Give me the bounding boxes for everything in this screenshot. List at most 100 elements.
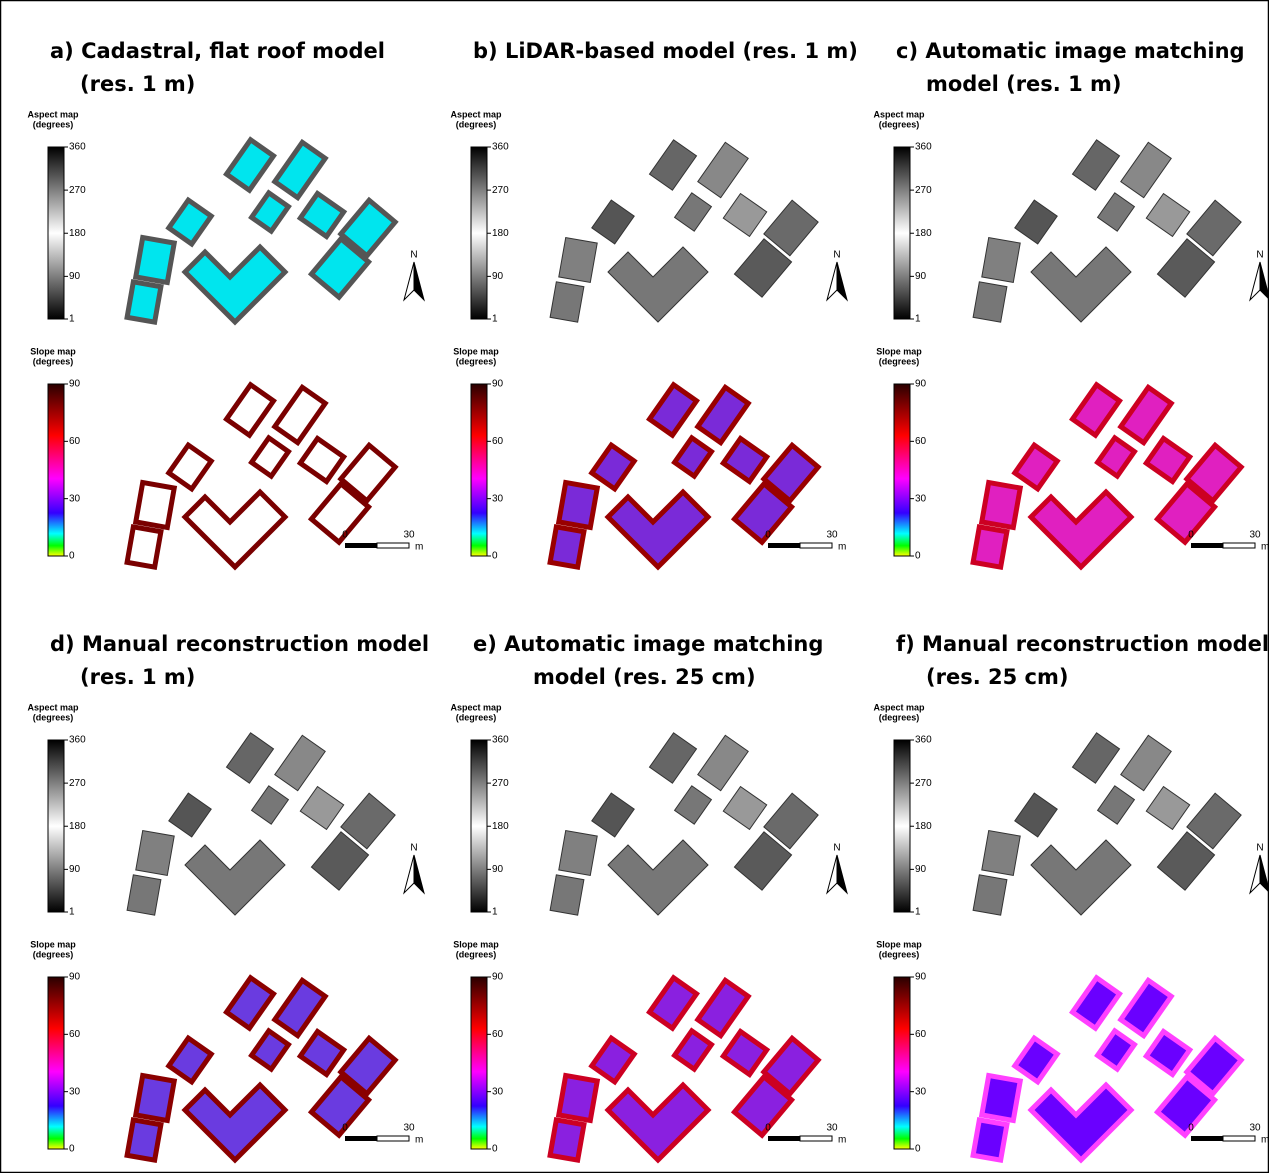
aspect-map [549,139,819,323]
building [648,139,698,191]
building [337,1034,399,1098]
legend-title: (degrees) [456,949,497,959]
tick-label: 0 [915,1144,921,1155]
building [671,1027,715,1073]
building [978,479,1024,531]
building [1096,192,1136,232]
tick-label: 90 [492,864,504,875]
scale-unit: m [838,542,846,553]
building [604,1081,712,1164]
building [181,1081,289,1164]
building [972,281,1008,323]
scale-bar [768,543,800,548]
tick-label: 270 [492,185,509,196]
tick-label: 360 [492,735,509,746]
scale-bar [1191,543,1223,548]
tick-label: 60 [915,436,927,447]
building [1117,383,1175,447]
tick-label: 360 [915,735,932,746]
scale-label: 30 [826,530,838,541]
building [124,523,164,571]
building [558,236,598,284]
legend-title: Aspect map [450,702,502,712]
building [607,839,709,916]
scale-label: 0 [765,1123,771,1134]
building [1186,792,1242,850]
building [340,792,396,850]
building [1030,246,1132,323]
legend-title: Slope map [30,346,76,356]
building [132,234,178,286]
building [307,1073,373,1139]
scale-label: 0 [1188,1123,1194,1134]
slope-map [970,974,1245,1164]
scale-bar [799,1135,833,1142]
legend-title: (degrees) [879,949,920,959]
building [132,1072,178,1124]
north-label: N [833,250,840,261]
building [604,488,712,571]
building [184,839,286,916]
building [225,732,275,784]
color-bar [47,976,65,1150]
building [1069,974,1123,1032]
building [248,189,292,235]
building [132,479,178,531]
tick-label: 60 [492,1029,504,1040]
scale-label: 0 [1188,530,1194,541]
building [733,238,793,298]
building [1027,488,1135,571]
tick-label: 0 [69,1144,75,1155]
building [970,1116,1010,1164]
panel-title: (res. 25 cm) [926,665,1068,689]
building [981,829,1021,877]
building [337,441,399,505]
north-label: N [1256,250,1263,261]
building [547,523,587,571]
legend-title: (degrees) [456,356,497,366]
building [271,138,329,202]
tick-label: 90 [69,379,81,390]
legend-title: (degrees) [456,712,497,722]
legend-title: Slope map [30,939,76,949]
legend-title: Slope map [453,939,499,949]
building [271,976,329,1040]
tick-label: 90 [915,271,927,282]
tick-label: 90 [915,379,927,390]
tick-label: 90 [915,864,927,875]
building [1030,839,1132,916]
building [1120,141,1172,199]
aspect-map [126,732,396,916]
panel-title: b) LiDAR-based model (res. 1 m) [473,39,858,63]
color-bar [47,146,65,320]
north-arrow [403,261,415,302]
building [337,196,399,260]
tick-label: 90 [492,271,504,282]
tick-label: 60 [69,1029,81,1040]
building [694,976,752,1040]
legend-title: Aspect map [27,702,79,712]
north-arrow [403,854,415,895]
tick-label: 270 [492,778,509,789]
color-bar [470,976,488,1150]
tick-label: 90 [492,379,504,390]
building [1142,435,1194,485]
building [547,1116,587,1164]
panel: f) Manual reconstruction model (res. 25 c… [873,632,1269,1164]
tick-label: 30 [492,1086,504,1097]
north-label: N [410,843,417,854]
tick-label: 90 [69,972,81,983]
scale-bar [345,1136,377,1141]
panel: e) Automatic image matching model (res. 2… [450,632,848,1164]
scale-label: 0 [342,1123,348,1134]
building [1014,199,1058,245]
slope-map [124,381,399,571]
legend-title: (degrees) [33,119,74,129]
building [1011,441,1061,493]
tick-label: 60 [69,436,81,447]
building [697,734,749,792]
building [558,829,598,877]
legend-title: (degrees) [456,119,497,129]
tick-label: 180 [492,228,509,239]
